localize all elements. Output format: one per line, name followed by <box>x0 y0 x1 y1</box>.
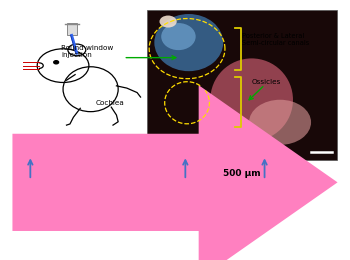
Bar <box>147 10 337 160</box>
Text: Round window
injection: Round window injection <box>61 45 114 58</box>
Ellipse shape <box>160 16 177 28</box>
Text: 500 μm: 500 μm <box>223 169 261 178</box>
Ellipse shape <box>210 58 293 141</box>
Text: P$_1$: P$_1$ <box>37 158 48 170</box>
Text: Injection (RW, Gel): Injection (RW, Gel) <box>29 187 107 196</box>
Ellipse shape <box>154 14 223 71</box>
Ellipse shape <box>215 128 270 155</box>
Text: P$_{27}$: P$_{27}$ <box>272 158 286 170</box>
Text: Ossicles: Ossicles <box>252 79 281 85</box>
Text: Whole mount: Whole mount <box>263 187 319 196</box>
Text: Cochlea: Cochlea <box>96 100 125 106</box>
Ellipse shape <box>161 23 196 50</box>
Text: P$_{21}$: P$_{21}$ <box>192 158 206 170</box>
Text: Posterior & Lateral
Semi-circular canals: Posterior & Lateral Semi-circular canals <box>242 33 309 46</box>
Text: ABR, DPOAE: ABR, DPOAE <box>184 187 236 196</box>
Circle shape <box>54 61 58 64</box>
Ellipse shape <box>249 100 311 145</box>
Bar <box>66 23 77 35</box>
